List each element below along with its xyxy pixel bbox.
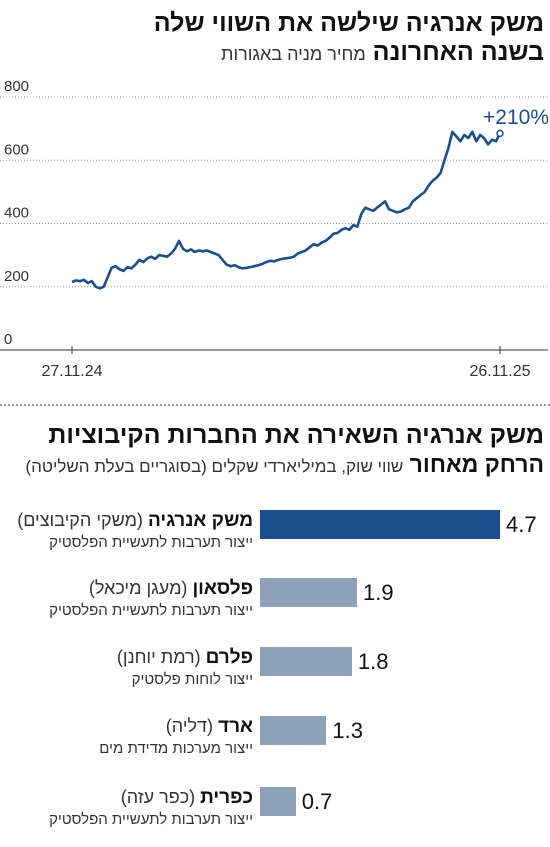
company-description: ייצור תערבות לתעשיית הפלסטיק	[49, 602, 253, 619]
bar-chart-subtitle: שווי שוק, במיליארדי שקלים (בסוגריים בעלת…	[25, 457, 404, 476]
bar-value-label: 1.8	[357, 649, 389, 674]
company-owner: (משקי הקיבוצים)	[17, 510, 148, 530]
bar-label: ארד (דליה) ייצור מערכות מדידת מים	[3, 716, 253, 757]
line-chart-subtitle: מחיר מניה באגורות	[221, 44, 366, 64]
bar-row: משק אנרגיה (משקי הקיבוצים) ייצור תערבות ל…	[0, 510, 550, 570]
y-tick-label: 200	[4, 268, 29, 285]
x-tick-label: 26.11.25	[469, 363, 530, 380]
line-chart-title: משק אנרגיה שילשה את השווי שלה	[153, 9, 544, 37]
bar	[260, 647, 352, 676]
company-name: פלסאון	[192, 578, 253, 599]
bar-label: פלרם (רמת יוחנן) ייצור לוחות פלסטיק	[3, 647, 253, 688]
company-name: פלרם	[205, 647, 253, 668]
bar-chart-title-line2: הרחק מאחור	[409, 451, 544, 477]
price-line	[71, 130, 502, 290]
bar-chart-header: משק אנרגיה השאירה את החברות הקיבוציות הר…	[4, 420, 544, 481]
y-tick-label: 0	[4, 331, 12, 348]
bar-label: פלסאון (מעגן מיכאל) ייצור תערבות לתעשיית …	[3, 578, 253, 619]
y-tick-label: 600	[4, 141, 29, 158]
y-tick-label: 400	[4, 205, 29, 222]
bar	[260, 716, 327, 745]
bar-value-label: 4.7	[506, 512, 537, 537]
bar	[260, 510, 500, 539]
section-divider	[0, 404, 550, 406]
y-tick-label: 800	[4, 80, 29, 95]
company-description: ייצור תערבות לתעשיית הפלסטיק	[49, 811, 253, 828]
bar-row: ארד (דליה) ייצור מערכות מדידת מים 1.3	[0, 716, 550, 776]
company-owner: (מעגן מיכאל)	[88, 578, 193, 598]
bar-row: פלרם (רמת יוחנן) ייצור לוחות פלסטיק 1.8	[0, 647, 550, 707]
company-description: ייצור תערבות לתעשיית הפלסטיק	[49, 534, 253, 551]
last-point-marker	[496, 129, 504, 138]
line-chart-header: משק אנרגיה שילשה את השווי שלה בשנה האחרו…	[4, 8, 544, 68]
company-owner: (רמת יוחנן)	[116, 647, 206, 667]
change-annotation: +210%	[483, 106, 549, 129]
bar-row: כפרית (כפר עזה) ייצור תערבות לתעשיית הפלס…	[0, 787, 550, 847]
bar	[260, 787, 296, 816]
company-name: משק אנרגיה	[147, 510, 253, 531]
stock-price-line-chart: 0 200 400 600 800 27.11.24 26.11.25 +210%	[0, 80, 549, 380]
bar-row: פלסאון (מעגן מיכאל) ייצור תערבות לתעשיית …	[0, 578, 550, 638]
bar-label: כפרית (כפר עזה) ייצור תערבות לתעשיית הפלס…	[3, 787, 253, 828]
x-tick-label: 27.11.24	[41, 363, 102, 380]
bar-value-label: 0.7	[301, 789, 333, 814]
bar-label: משק אנרגיה (משקי הקיבוצים) ייצור תערבות ל…	[3, 510, 253, 551]
bar	[260, 578, 358, 607]
company-name: כפרית	[200, 787, 253, 808]
company-owner: (דליה)	[165, 716, 219, 736]
bar-value-label: 1.9	[363, 580, 394, 605]
company-name: ארד	[218, 716, 253, 737]
company-owner: (כפר עזה)	[120, 787, 201, 807]
line-chart-title-line2: בשנה האחרונה	[372, 38, 544, 66]
bar-value-label: 1.3	[332, 718, 363, 743]
company-description: ייצור מערכות מדידת מים	[99, 740, 253, 757]
bar-chart-title: משק אנרגיה השאירה את החברות הקיבוציות	[48, 421, 544, 449]
company-description: ייצור לוחות פלסטיק	[131, 671, 253, 688]
